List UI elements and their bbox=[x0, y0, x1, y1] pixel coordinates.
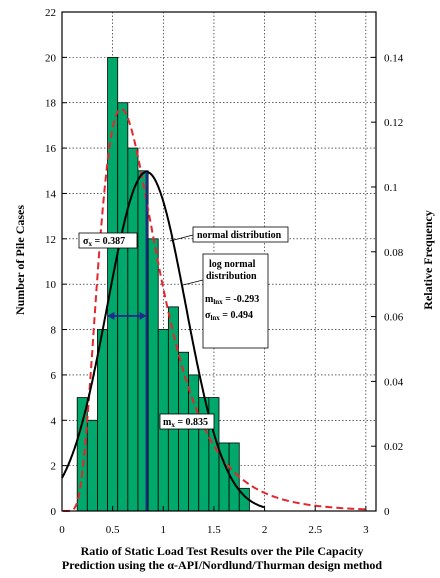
x-tick-label: 3 bbox=[363, 524, 369, 536]
x-tick-label: 0.5 bbox=[106, 524, 120, 536]
y-tick-label: 8 bbox=[51, 325, 57, 337]
x-axis-title-line1: Ratio of Static Load Test Results over t… bbox=[81, 544, 364, 558]
bar bbox=[147, 238, 159, 512]
y-tick-label: 14 bbox=[45, 188, 57, 200]
bar bbox=[97, 329, 108, 512]
normal-annotation: normal distribution bbox=[169, 226, 289, 243]
y2-tick-label: 0 bbox=[384, 506, 390, 518]
y-tick-label: 2 bbox=[51, 461, 57, 473]
bar bbox=[188, 374, 200, 512]
sigma-text: σx = 0.387 bbox=[83, 236, 125, 248]
mln-text: mlnx = -0.293 bbox=[205, 294, 259, 306]
y2-axis-title: Relative Frequency bbox=[421, 210, 435, 309]
y2-tick-label: 0.02 bbox=[384, 441, 403, 453]
lognormal-annotation: log normal distribution mlnx = -0.293 σl… bbox=[182, 253, 269, 349]
bar bbox=[86, 419, 98, 512]
normal-curve bbox=[61, 171, 265, 509]
lognormal-label-line1: log normal bbox=[209, 259, 256, 270]
sln-text: σlnx = 0.494 bbox=[205, 310, 253, 322]
y2-tick-label: 0.04 bbox=[384, 376, 404, 388]
x-axis-title-line2: Prediction using the α-API/Nordlund/Thur… bbox=[62, 558, 383, 572]
sigma-annotation: σx = 0.387 bbox=[78, 232, 138, 249]
y-tick-label: 20 bbox=[45, 52, 57, 64]
x-tick-label: 2.5 bbox=[308, 524, 322, 536]
sigma-box bbox=[78, 232, 138, 249]
y-tick-label: 0 bbox=[51, 506, 57, 518]
plot-frame bbox=[61, 11, 377, 512]
y-tick-label: 16 bbox=[45, 143, 57, 155]
y-axis-title: Number of Pile Cases bbox=[13, 205, 27, 315]
mean-box bbox=[159, 413, 215, 430]
bar bbox=[178, 351, 190, 512]
ticks: 024681012141618202200.020.040.060.080.10… bbox=[45, 7, 404, 536]
mean-annotation: mx = 0.835 bbox=[159, 413, 215, 430]
normal-label: normal distribution bbox=[197, 230, 282, 241]
y2-tick-label: 0.12 bbox=[384, 117, 403, 129]
sigma-arrow-head-left bbox=[107, 311, 115, 320]
y-tick-label: 10 bbox=[45, 279, 57, 291]
x-tick-label: 1 bbox=[161, 524, 167, 536]
normal-leader-line bbox=[169, 234, 194, 242]
mean-text: mx = 0.835 bbox=[163, 417, 208, 429]
x-tick-label: 2 bbox=[262, 524, 268, 536]
sigma-arrow-head-right bbox=[139, 311, 147, 320]
y-tick-label: 18 bbox=[45, 98, 57, 110]
y-tick-label: 6 bbox=[51, 370, 57, 382]
y2-tick-label: 0.1 bbox=[384, 182, 398, 194]
y2-tick-label: 0.08 bbox=[384, 247, 404, 259]
lognormal-box bbox=[202, 253, 269, 349]
sigma-arrow bbox=[107, 311, 147, 320]
normal-label-box bbox=[192, 226, 289, 243]
bar bbox=[117, 102, 129, 512]
y2-tick-label: 0.14 bbox=[384, 52, 404, 64]
y-tick-label: 22 bbox=[45, 7, 56, 19]
lognormal-curve bbox=[63, 107, 366, 512]
y-tick-label: 4 bbox=[51, 415, 57, 427]
lognormal-label-line2: distribution bbox=[206, 271, 257, 282]
x-tick-label: 1.5 bbox=[207, 524, 221, 536]
x-tick-label: 0 bbox=[59, 524, 65, 536]
lognormal-leader-line bbox=[182, 279, 204, 286]
y-tick-label: 12 bbox=[45, 234, 56, 246]
y2-tick-label: 0.06 bbox=[384, 312, 404, 324]
